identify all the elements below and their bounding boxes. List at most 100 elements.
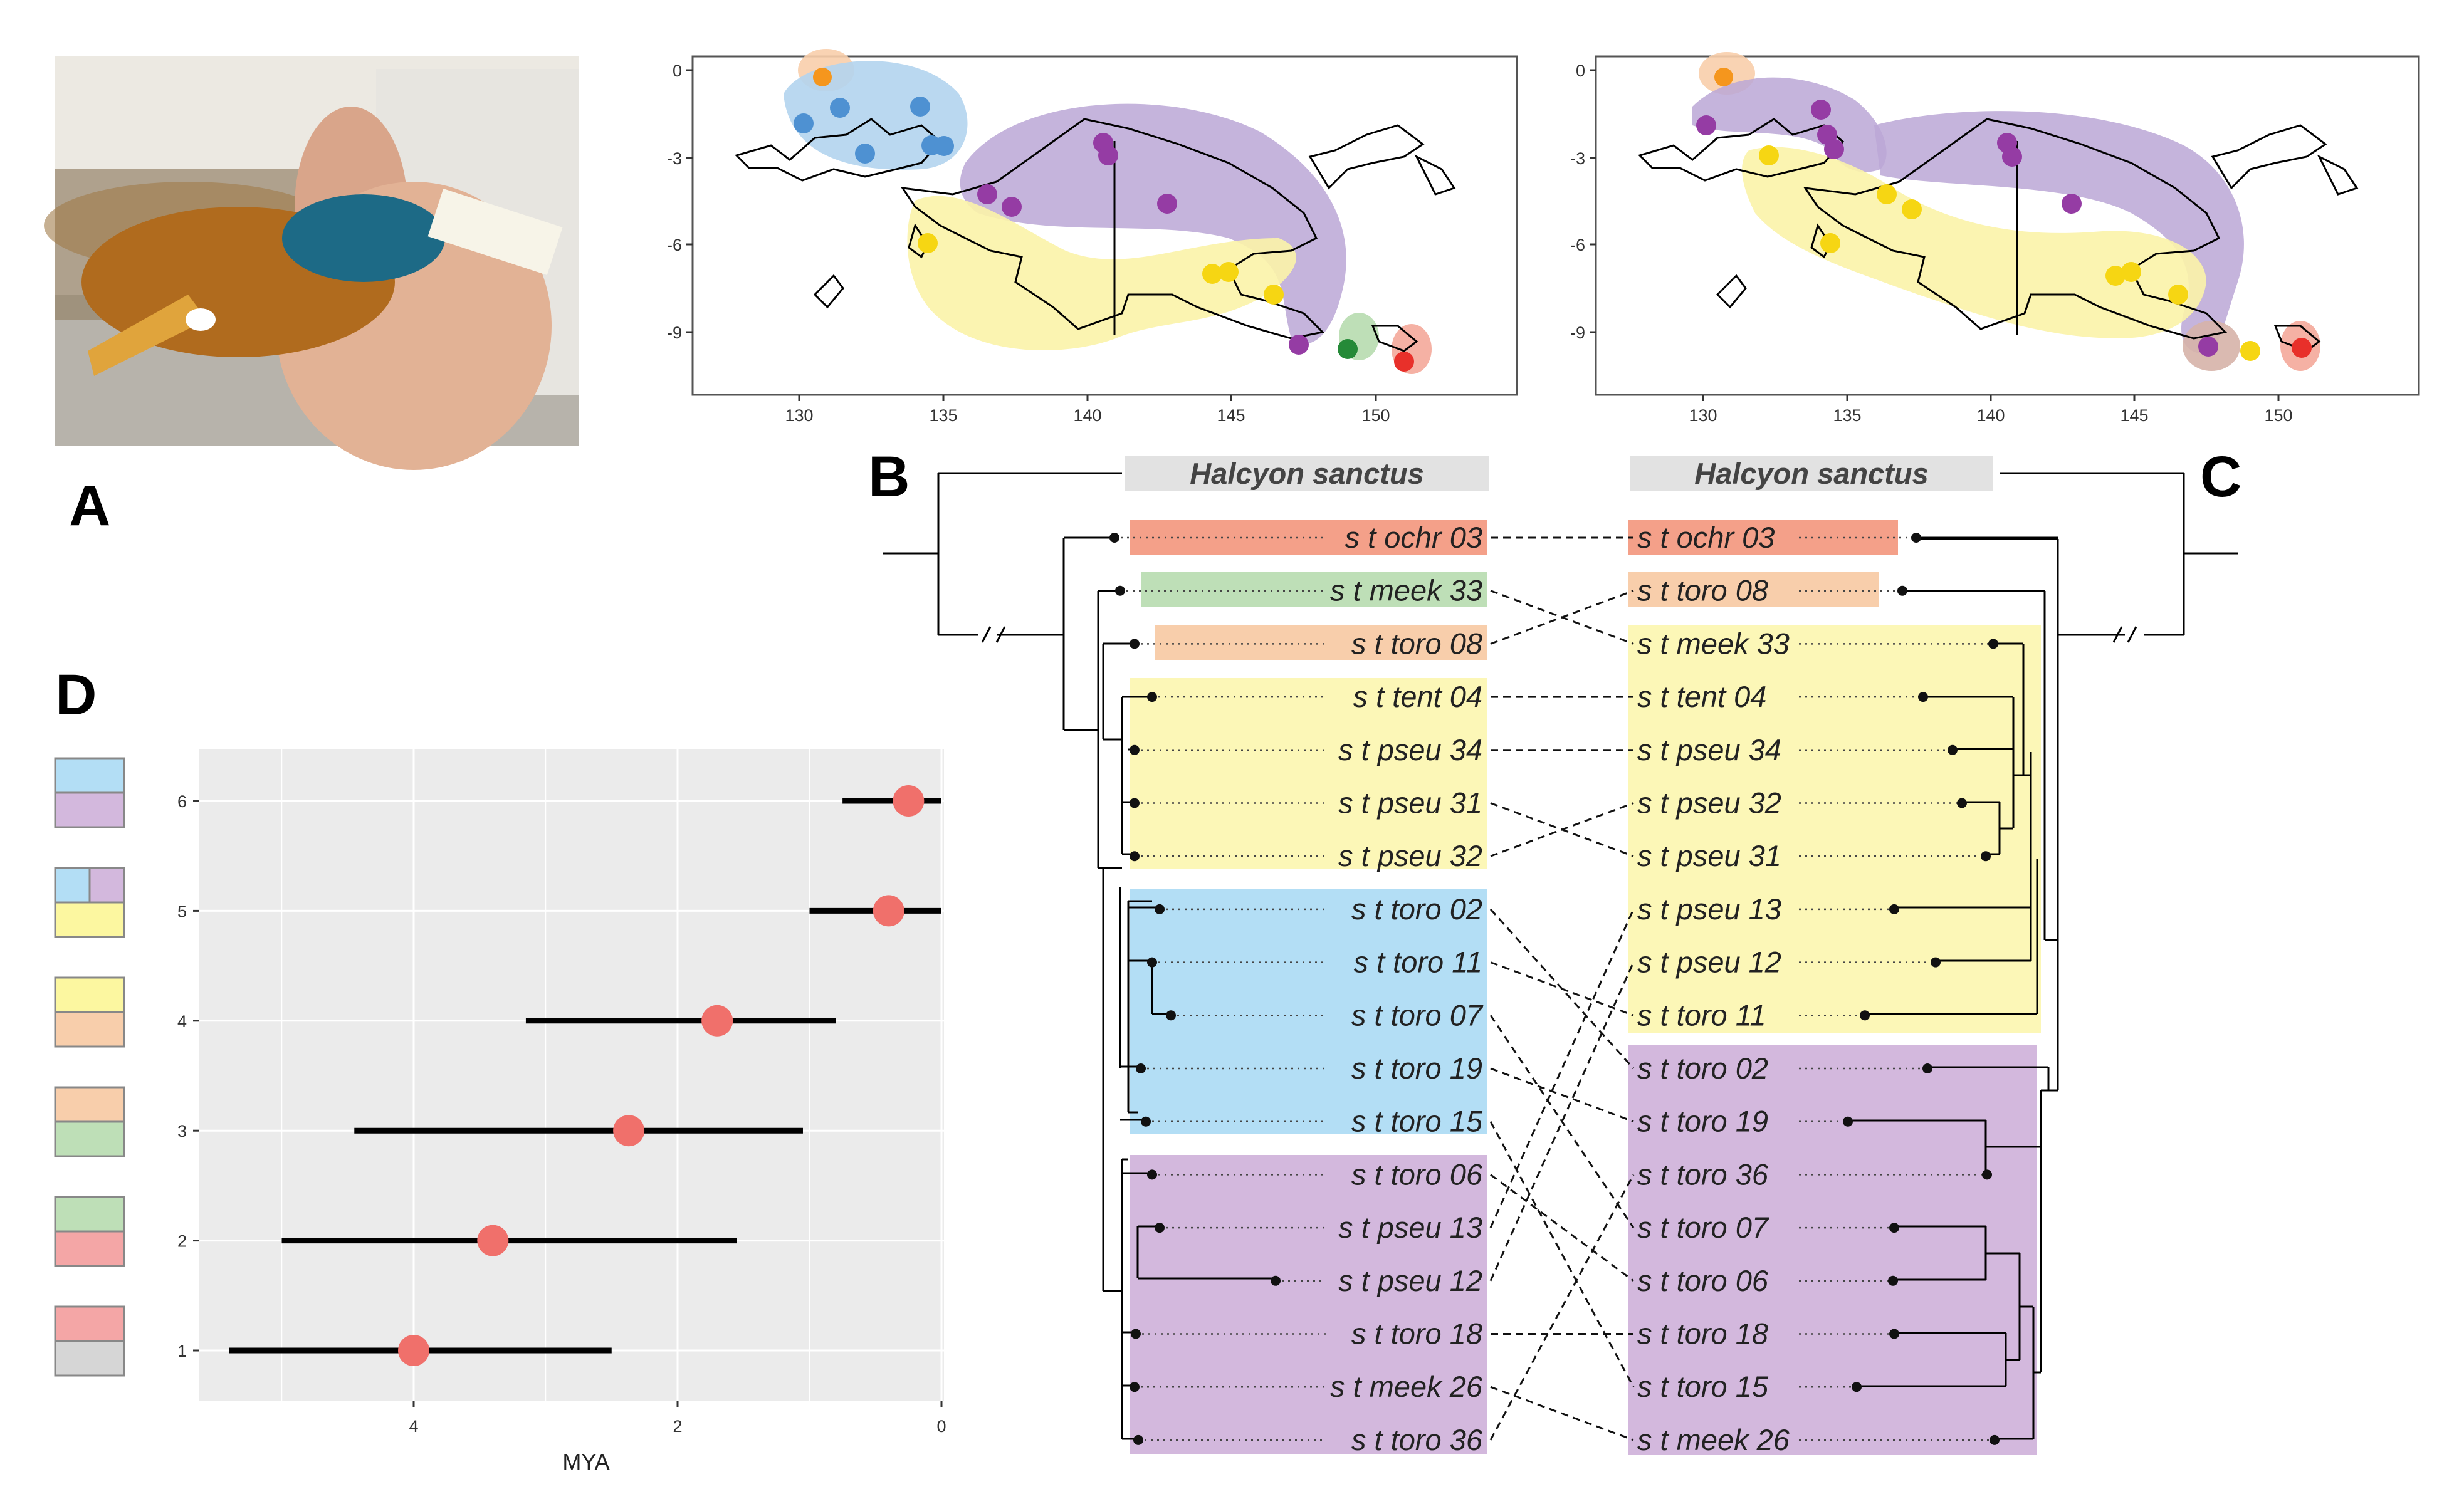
tip-label-b: s t pseu 31 <box>1338 786 1482 820</box>
tip-label-b: s t toro 02 <box>1351 892 1482 926</box>
y-tick-label: 4 <box>177 1012 187 1031</box>
tip-node <box>1922 1063 1932 1073</box>
map-b-xtick: 135 <box>929 406 957 425</box>
tip-label-c: s t toro 02 <box>1637 1052 1768 1085</box>
tip-label-c: s t toro 19 <box>1637 1105 1768 1138</box>
tip-node <box>1147 1169 1157 1180</box>
map-b-xtick: 145 <box>1217 406 1245 425</box>
photo-panel-a <box>44 56 579 470</box>
tip-connector <box>1490 1067 1634 1123</box>
tip-label-c: s t toro 36 <box>1637 1157 1769 1191</box>
outgroup-label-b: Halcyon sanctus <box>1190 457 1424 490</box>
tip-label-b: s t toro 06 <box>1351 1157 1483 1191</box>
tip-label-b: s t toro 18 <box>1351 1317 1482 1350</box>
map-c-y-ticks: 0 -3 -6 -9 <box>1570 61 1596 342</box>
tip-label-b: s t pseu 13 <box>1338 1211 1482 1244</box>
tip-label-b: s t toro 08 <box>1351 627 1482 660</box>
map-b-ytick: 0 <box>673 61 682 80</box>
tip-label-c: s t toro 18 <box>1637 1317 1768 1350</box>
tip-label-c: s t toro 11 <box>1637 998 1766 1032</box>
tip-node <box>1981 851 1991 862</box>
map-c-ytick: -6 <box>1570 236 1585 254</box>
tip-connector <box>1490 802 1634 857</box>
tip-node <box>1136 1063 1146 1073</box>
tip-label-b: s t pseu 32 <box>1338 839 1482 872</box>
tip-node <box>1109 533 1119 543</box>
tip-node <box>1948 744 1958 755</box>
map-c: 130 135 140 145 150 0 -3 -6 -9 <box>1570 52 2420 425</box>
map-c-points <box>1696 68 2312 361</box>
map-c-ytick: -3 <box>1570 149 1585 168</box>
estimate-point <box>613 1115 645 1147</box>
map-b-ytick: -3 <box>667 149 682 168</box>
tip-node <box>1860 1010 1870 1021</box>
tip-label-c: s t pseu 32 <box>1637 786 1781 820</box>
map-b: 130 135 140 145 150 0 -3 -6 -9 <box>667 49 1518 425</box>
x-tick-label: 4 <box>409 1417 418 1436</box>
tip-label-c: s t meek 33 <box>1637 627 1790 660</box>
tip-node <box>1130 1382 1140 1392</box>
outgroup-label-c: Halcyon sanctus <box>1694 457 1929 490</box>
x-axis-title: MYA <box>562 1449 609 1475</box>
tip-label-b: s t meek 26 <box>1330 1370 1483 1403</box>
tip-node <box>1889 904 1899 914</box>
tip-node <box>1843 1116 1853 1127</box>
tip-label-b: s t toro 07 <box>1351 998 1484 1032</box>
tip-label-c: s t tent 04 <box>1637 680 1766 713</box>
tip-node <box>1130 744 1140 755</box>
tip-label-b: s t toro 11 <box>1353 946 1482 979</box>
tip-label-c: s t pseu 13 <box>1637 892 1781 926</box>
tree-b-highlights <box>1130 520 1487 1454</box>
map-b-xtick: 150 <box>1361 406 1390 425</box>
tree-b-branches <box>883 472 1276 1440</box>
tip-connector <box>1490 961 1634 1016</box>
tip-node <box>1147 957 1157 968</box>
tip-connector <box>1489 1015 1635 1228</box>
map-b-ytick: -6 <box>667 236 682 254</box>
y-tick-label: 1 <box>177 1342 187 1361</box>
tip-label-c: s t pseu 31 <box>1637 839 1781 872</box>
tip-label-b: s t toro 36 <box>1351 1423 1483 1456</box>
tip-connector <box>1489 1120 1635 1387</box>
map-c-xtick: 145 <box>2120 406 2148 425</box>
tip-label-b: s t pseu 12 <box>1338 1264 1482 1297</box>
tip-node <box>1130 639 1140 649</box>
tip-label-c: s t toro 08 <box>1637 574 1768 607</box>
tip-node <box>1889 1223 1899 1233</box>
chart-panel-d <box>199 749 944 1401</box>
tip-node <box>1911 533 1921 543</box>
tip-label-c: s t toro 07 <box>1637 1211 1769 1244</box>
map-b-x-ticks: 130 135 140 145 150 <box>785 395 1390 425</box>
x-tick-label: 0 <box>936 1417 946 1436</box>
tip-label-b: s t ochr 03 <box>1345 521 1482 554</box>
map-b-ytick: -9 <box>667 323 682 342</box>
tip-node <box>1990 1434 2000 1445</box>
map-c-xtick: 135 <box>1833 406 1861 425</box>
tip-node <box>1889 1329 1899 1339</box>
tip-label-b: s t toro 15 <box>1351 1105 1483 1138</box>
tip-label-b: s t toro 19 <box>1351 1052 1482 1085</box>
map-c-xtick: 140 <box>1976 406 2005 425</box>
map-b-points <box>794 68 1414 372</box>
map-c-xtick: 130 <box>1689 406 1717 425</box>
tip-node <box>1155 904 1165 914</box>
panel-label-a: A <box>69 474 110 538</box>
tip-node <box>1115 585 1125 596</box>
tip-node <box>1852 1382 1862 1392</box>
map-c-xtick: 150 <box>2264 406 2292 425</box>
tip-node <box>1133 1434 1143 1445</box>
tip-connector <box>1489 961 1635 1282</box>
panel-label-d: D <box>55 663 97 727</box>
y-tick-label: 3 <box>177 1122 187 1141</box>
estimate-point <box>477 1225 509 1256</box>
tree-c-tips: s t ochr 03 s t toro 08 s t meek 33 s t ten… <box>1637 521 2000 1456</box>
y-tick-label: 5 <box>177 902 187 921</box>
map-c-ytick: 0 <box>1576 61 1585 80</box>
tip-label-c: s t toro 06 <box>1637 1264 1769 1297</box>
tip-node <box>1888 1275 1898 1286</box>
tip-label-c: s t toro 15 <box>1637 1370 1769 1403</box>
tip-node <box>1155 1223 1165 1233</box>
ancestral-state-swatches <box>54 757 125 1377</box>
map-c-x-ticks: 130 135 140 145 150 <box>1689 395 2293 425</box>
tip-node <box>1166 1010 1176 1021</box>
